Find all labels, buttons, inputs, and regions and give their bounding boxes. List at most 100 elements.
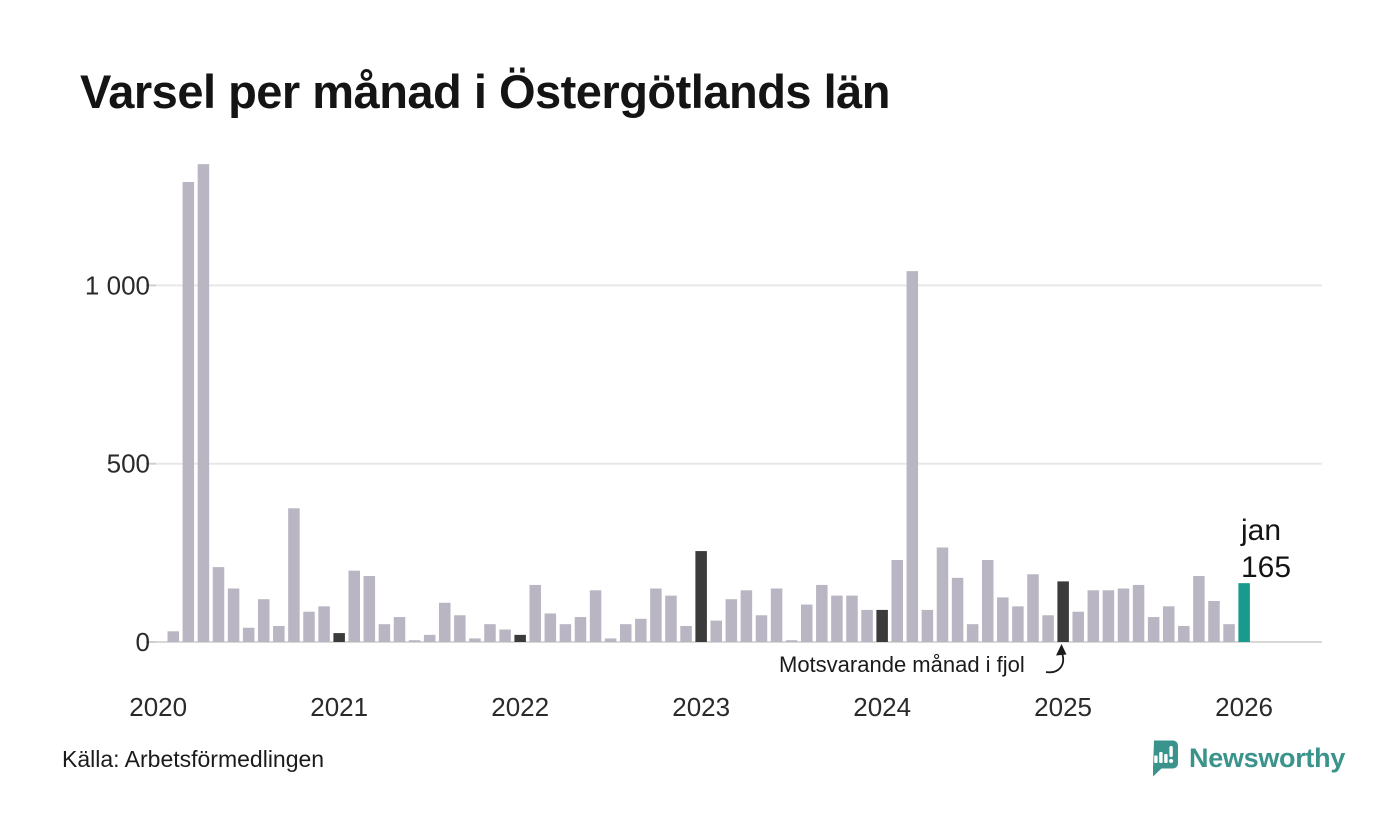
bar-2023-default: [846, 595, 858, 642]
bar-2021-default: [438, 602, 451, 642]
bar-2021-default: [408, 640, 421, 642]
exclamation-stem: [1169, 746, 1173, 757]
newsworthy-bubble-chart-icon: [1153, 740, 1178, 777]
bar-2020-default: [212, 567, 225, 642]
bar-2024-default: [981, 559, 994, 642]
chart-title: Varsel per månad i Östergötlands län: [80, 65, 891, 118]
bar-2024-default: [997, 597, 1009, 642]
bar-2020-default: [227, 588, 240, 642]
bar-2022-default: [574, 617, 587, 642]
bar-2020-default: [258, 599, 270, 642]
bar-2025-default: [1208, 600, 1220, 642]
x-tick-label-2024: 2024: [853, 692, 911, 722]
bar-2024-default: [936, 547, 949, 642]
bar-2023-highlight: [695, 551, 707, 642]
bar-2023-default: [740, 590, 753, 642]
bar-2021-default: [378, 624, 391, 642]
bar-2022-default: [559, 624, 572, 642]
bar-2025-default: [1147, 617, 1160, 642]
brand-wordmark: Newsworthy: [1189, 743, 1346, 773]
bar-2021-default: [423, 634, 436, 642]
bar-2024-highlight: [876, 609, 888, 642]
annotation-text: Motsvarande månad i fjol: [779, 652, 1025, 677]
bar-2022-default: [650, 588, 662, 642]
bar-2025-default: [1162, 606, 1175, 642]
bar-2025-default: [1132, 584, 1145, 642]
bar-2020-default: [288, 508, 300, 642]
bar-2020-default: [197, 164, 210, 642]
bar-2024-default: [966, 624, 979, 642]
bar-2023-default: [816, 584, 828, 642]
bar-2023-default: [770, 588, 783, 642]
bar-2025-default: [1087, 590, 1100, 642]
bar-2021-default: [499, 629, 511, 642]
bar-2023-default: [785, 640, 798, 642]
bar-2024-default: [921, 609, 934, 642]
bar-2020-default: [182, 181, 195, 643]
bar-2020-default: [303, 611, 315, 642]
y-tick-label: 1 000: [85, 270, 150, 300]
bar-2021-default: [348, 570, 360, 642]
bar-2022-default: [544, 613, 557, 642]
bar-2023-default: [800, 604, 813, 642]
x-tick-label-2021: 2021: [310, 692, 368, 722]
bar-2022-highlight: [514, 634, 526, 642]
source-text: Källa: Arbetsförmedlingen: [62, 746, 325, 772]
bar-2025-default: [1102, 590, 1115, 642]
x-tick-label-2020: 2020: [129, 692, 187, 722]
bar-2021-default: [363, 576, 376, 642]
bar-2022-default: [529, 584, 541, 642]
bar-2026-current: [1238, 583, 1250, 642]
bar-2025-highlight: [1057, 581, 1069, 642]
annotation-arrow: [1045, 652, 1064, 674]
x-tick-label-2026: 2026: [1215, 692, 1273, 722]
current-month-value: 165: [1241, 551, 1292, 584]
bar-2020-default: [242, 627, 255, 642]
bar-2021-default: [454, 615, 466, 642]
bar-2022-default: [589, 590, 602, 642]
bar-2025-default: [1193, 576, 1205, 642]
y-tick-label: 0: [136, 627, 150, 657]
brand-logo: Newsworthy: [1148, 740, 1345, 777]
bar-2020-default: [167, 631, 179, 642]
bar-2023-default: [755, 615, 768, 642]
bar-2021-highlight: [333, 633, 345, 642]
bar-2025-default: [1072, 611, 1084, 642]
x-tick-label-2022: 2022: [491, 692, 549, 722]
bar-2024-default: [906, 271, 919, 642]
bar-2020-default: [318, 606, 330, 642]
exclamation-dot: [1169, 759, 1174, 763]
bar-2021-default: [484, 624, 496, 642]
mini-bar-3: [1164, 754, 1168, 763]
bar-2023-default: [710, 620, 722, 642]
annotation-arrowhead: [1056, 644, 1067, 656]
bar-2021-default: [469, 638, 481, 642]
y-tick-label: 500: [107, 449, 150, 479]
bar-2022-default: [635, 618, 647, 642]
current-month-name: jan: [1241, 514, 1282, 547]
bar-2023-default: [831, 595, 843, 642]
bar-2023-default: [725, 599, 738, 642]
bar-2024-default: [951, 577, 964, 642]
bar-2024-default: [1042, 615, 1054, 642]
bar-2024-default: [891, 559, 903, 642]
bar-2025-default: [1117, 588, 1130, 642]
bar-2022-default: [680, 625, 692, 642]
bar-2022-default: [665, 595, 677, 642]
bar-2025-default: [1178, 625, 1190, 642]
bar-2023-default: [861, 609, 873, 642]
bar-2024-default: [1012, 606, 1024, 642]
bar-2022-default: [619, 624, 632, 642]
bar-2020-default: [273, 625, 285, 642]
bar-2024-default: [1027, 574, 1039, 642]
current-month-label: jan 165: [1241, 512, 1291, 586]
bar-2025-default: [1223, 624, 1235, 642]
mini-bar-2: [1159, 752, 1163, 763]
x-tick-label-2025: 2025: [1034, 692, 1092, 722]
x-tick-label-2023: 2023: [672, 692, 730, 722]
bar-2021-default: [393, 617, 406, 642]
bar-2022-default: [604, 638, 617, 642]
mini-bar-1: [1154, 755, 1158, 763]
